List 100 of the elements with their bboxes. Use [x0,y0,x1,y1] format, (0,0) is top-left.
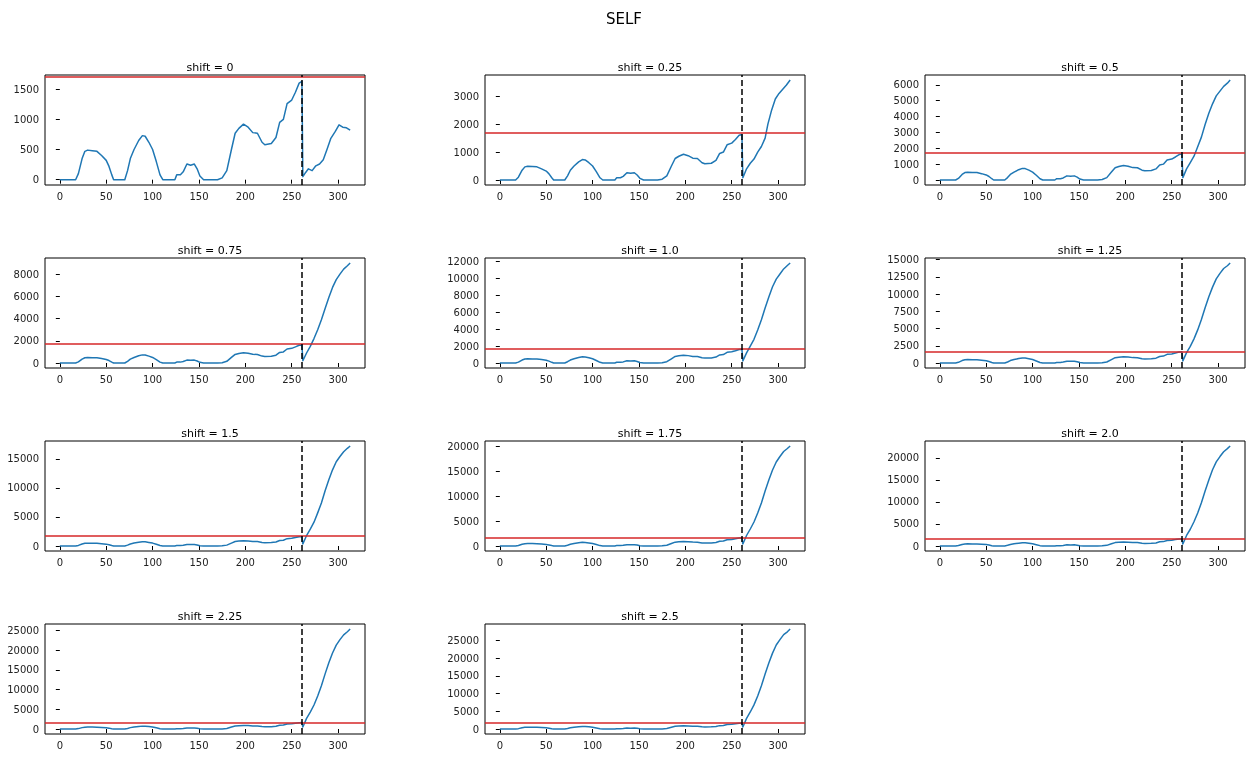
y-tick-label: 0 [472,357,479,369]
x-tick-label: 0 [56,373,64,385]
y-tick-label: 10000 [887,288,919,300]
x-tick-label: 100 [143,739,163,751]
x-tick-label: 300 [768,739,788,751]
y-tick-label: 8000 [13,268,39,280]
x-tick-label: 300 [328,556,348,568]
x-tick-label: 250 [282,556,302,568]
x-tick-label: 150 [1069,190,1089,202]
x-tick-label: 0 [936,556,944,568]
x-tick-label: 150 [189,373,209,385]
y-tick-label: 2000 [13,335,39,347]
y-tick-label: 4000 [893,111,919,123]
y-tick-label: 0 [32,357,39,369]
x-tick-label: 200 [235,739,255,751]
y-tick-label: 0 [472,723,479,735]
x-tick-label: 100 [1023,373,1043,385]
x-tick-label: 150 [629,556,649,568]
line-series [499,628,791,730]
x-tick-label: 50 [539,739,553,751]
x-tick-label: 0 [936,190,944,202]
x-tick-label: 50 [979,190,993,202]
x-tick-label: 100 [583,739,603,751]
y-tick-label: 0 [32,723,39,735]
chart-title: shift = 2.5 [621,610,679,623]
x-tick-label: 200 [1115,556,1135,568]
chart-title: shift = 0.75 [177,244,243,257]
x-tick-label: 150 [1069,373,1089,385]
x-tick-label: 250 [1162,373,1182,385]
y-tick-label: 15000 [7,664,39,676]
y-tick-label: 1000 [453,146,479,158]
x-tick-label: 250 [722,373,742,385]
y-tick-label: 15000 [447,670,479,682]
x-tick-label: 300 [1208,190,1228,202]
x-tick-label: 50 [99,373,113,385]
x-tick-label: 200 [675,556,695,568]
y-tick-label: 3000 [893,126,919,138]
chart-title: shift = 1.5 [181,427,239,440]
x-tick-label: 0 [496,739,504,751]
line-series [59,445,351,547]
x-tick-label: 100 [143,190,163,202]
y-tick-label: 8000 [453,289,479,301]
x-tick-label: 100 [583,373,603,385]
chart-title: shift = 0.25 [617,61,683,74]
y-tick-label: 6000 [13,290,39,302]
line-series [939,262,1231,364]
x-tick-label: 300 [1208,556,1228,568]
x-tick-label: 300 [328,373,348,385]
x-tick-label: 250 [722,190,742,202]
y-tick-label: 6000 [893,79,919,91]
x-tick-label: 0 [56,556,64,568]
chart-title: shift = 1.75 [617,427,683,440]
x-tick-label: 200 [675,190,695,202]
x-tick-label: 50 [99,739,113,751]
line-series [59,628,351,730]
x-tick-label: 50 [99,556,113,568]
x-tick-label: 300 [768,556,788,568]
y-tick-label: 2000 [453,118,479,130]
x-tick-label: 250 [722,739,742,751]
y-tick-label: 4000 [453,323,479,335]
x-tick-label: 200 [1115,190,1135,202]
x-tick-label: 150 [189,190,209,202]
y-tick-label: 10000 [447,490,479,502]
line-series [499,445,791,547]
x-tick-label: 100 [143,556,163,568]
y-tick-label: 5000 [893,95,919,107]
y-tick-label: 20000 [7,644,39,656]
chart-title: shift = 2.0 [1061,427,1119,440]
y-tick-label: 1500 [13,83,39,95]
x-tick-label: 200 [235,190,255,202]
y-tick-label: 1000 [893,158,919,170]
line-series [499,262,791,364]
y-tick-label: 500 [19,144,39,156]
chart-title: shift = 1.0 [621,244,679,257]
line-series [499,79,791,181]
x-tick-label: 0 [496,373,504,385]
y-tick-label: 20000 [887,452,919,464]
x-tick-label: 250 [282,739,302,751]
x-tick-label: 150 [629,373,649,385]
chart-title: shift = 0 [186,61,234,74]
x-tick-label: 200 [235,556,255,568]
y-tick-label: 2000 [893,142,919,154]
y-tick-label: 15000 [887,474,919,486]
y-tick-label: 0 [912,540,919,552]
y-tick-label: 3000 [453,90,479,102]
x-tick-label: 200 [1115,373,1135,385]
y-tick-label: 25000 [7,625,39,637]
y-tick-label: 20000 [447,652,479,664]
y-tick-label: 10000 [887,496,919,508]
x-tick-label: 150 [189,556,209,568]
y-tick-label: 20000 [447,440,479,452]
x-tick-label: 300 [768,373,788,385]
x-tick-label: 250 [282,373,302,385]
line-series [59,80,351,181]
y-tick-label: 25000 [447,634,479,646]
x-tick-label: 300 [1208,373,1228,385]
x-tick-label: 50 [539,190,553,202]
y-tick-label: 12000 [447,255,479,267]
x-tick-label: 150 [189,739,209,751]
y-tick-label: 12500 [887,271,919,283]
